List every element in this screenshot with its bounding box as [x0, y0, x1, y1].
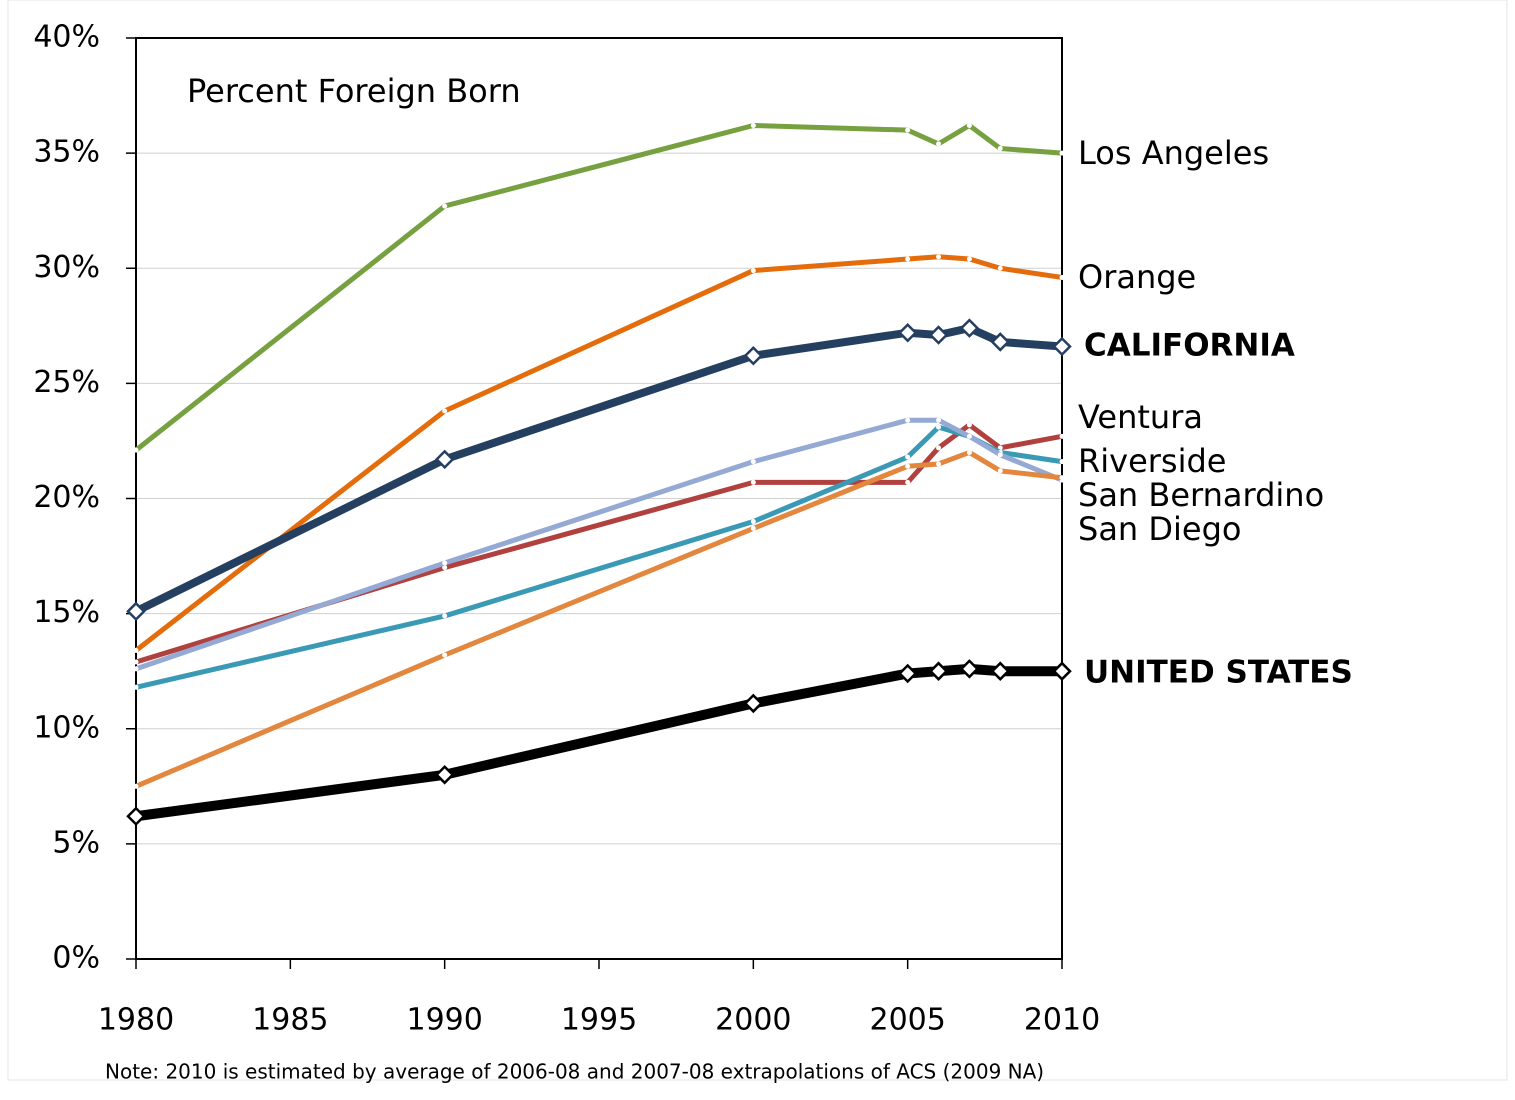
series-label: Los Angeles: [1078, 134, 1269, 172]
point: [133, 666, 139, 672]
y-tick-label: 0%: [52, 941, 100, 976]
point: [750, 268, 756, 274]
series-label: Riverside: [1078, 442, 1226, 480]
x-tick-label: 2010: [1024, 1003, 1100, 1038]
point: [936, 424, 942, 430]
point: [990, 661, 1011, 681]
point: [126, 806, 146, 827]
point: [897, 663, 918, 684]
series-label: San Diego: [1078, 510, 1241, 548]
series-label: Ventura: [1078, 398, 1203, 436]
point: [997, 468, 1003, 474]
series-line: [134, 122, 1063, 453]
point: [936, 445, 942, 451]
point: [743, 345, 764, 366]
point: [126, 601, 146, 622]
series-label: UNITED STATES: [1084, 655, 1353, 691]
point: [936, 141, 942, 147]
point: [966, 256, 972, 262]
point: [997, 146, 1003, 152]
x-tick-label: 2005: [869, 1003, 945, 1038]
x-tick-label: 1980: [98, 1003, 174, 1038]
point: [928, 661, 949, 681]
slide-frame: [7, 0, 1508, 1081]
point: [966, 422, 972, 428]
point: [997, 452, 1003, 458]
point: [905, 127, 911, 133]
point: [905, 463, 911, 469]
y-tick-label: 40%: [33, 20, 100, 55]
point: [750, 459, 756, 465]
y-tick-label: 10%: [33, 710, 100, 745]
y-tick-label: 35%: [33, 135, 100, 170]
point: [1052, 661, 1072, 681]
point: [442, 652, 448, 658]
point: [442, 408, 448, 414]
point: [750, 479, 756, 485]
series-label: San Bernardino: [1078, 476, 1324, 514]
x-tick-label: 1990: [406, 1003, 482, 1038]
point: [905, 454, 911, 460]
point: [1059, 150, 1065, 156]
point: [959, 318, 980, 338]
point: [434, 449, 455, 470]
point: [1059, 433, 1065, 439]
series-label: Orange: [1078, 258, 1196, 296]
point: [936, 417, 942, 423]
point: [905, 256, 911, 262]
point: [442, 613, 448, 619]
plot-frame: [135, 37, 1063, 960]
point: [750, 519, 756, 525]
x-tick-label: 1985: [252, 1003, 328, 1038]
point: [442, 565, 448, 571]
point: [133, 647, 139, 653]
point: [750, 122, 756, 128]
point: [936, 461, 942, 467]
point: [905, 479, 911, 485]
y-tick-label: 5%: [52, 825, 100, 860]
point: [133, 684, 139, 690]
annotation: Percent Foreign Born: [187, 72, 521, 110]
point: [966, 449, 972, 455]
point: [936, 254, 942, 260]
series-line: [135, 417, 1063, 672]
point: [133, 783, 139, 789]
point: [442, 203, 448, 209]
point: [928, 325, 949, 345]
point: [743, 693, 764, 714]
point: [966, 433, 972, 439]
y-tick-label: 15%: [33, 595, 100, 630]
y-tick-label: 20%: [33, 480, 100, 515]
point: [442, 560, 448, 566]
point: [434, 765, 455, 785]
point: [1052, 336, 1072, 357]
point: [1059, 274, 1065, 280]
point: [905, 417, 911, 423]
point: [1059, 475, 1065, 481]
point: [959, 659, 980, 679]
point: [966, 122, 972, 128]
point: [750, 525, 756, 531]
series-label: CALIFORNIA: [1084, 328, 1295, 364]
point: [990, 332, 1011, 352]
note: Note: 2010 is estimated by average of 20…: [105, 1060, 1044, 1084]
point: [997, 265, 1003, 271]
x-tick-label: 1995: [561, 1003, 637, 1038]
point: [133, 447, 139, 453]
point: [897, 322, 918, 343]
point: [1059, 459, 1065, 465]
point: [133, 659, 139, 665]
y-tick-label: 25%: [33, 365, 100, 400]
x-tick-label: 2000: [715, 1003, 791, 1038]
series-line: [135, 449, 1063, 789]
series-line: [134, 254, 1063, 653]
y-tick-label: 30%: [33, 250, 100, 285]
